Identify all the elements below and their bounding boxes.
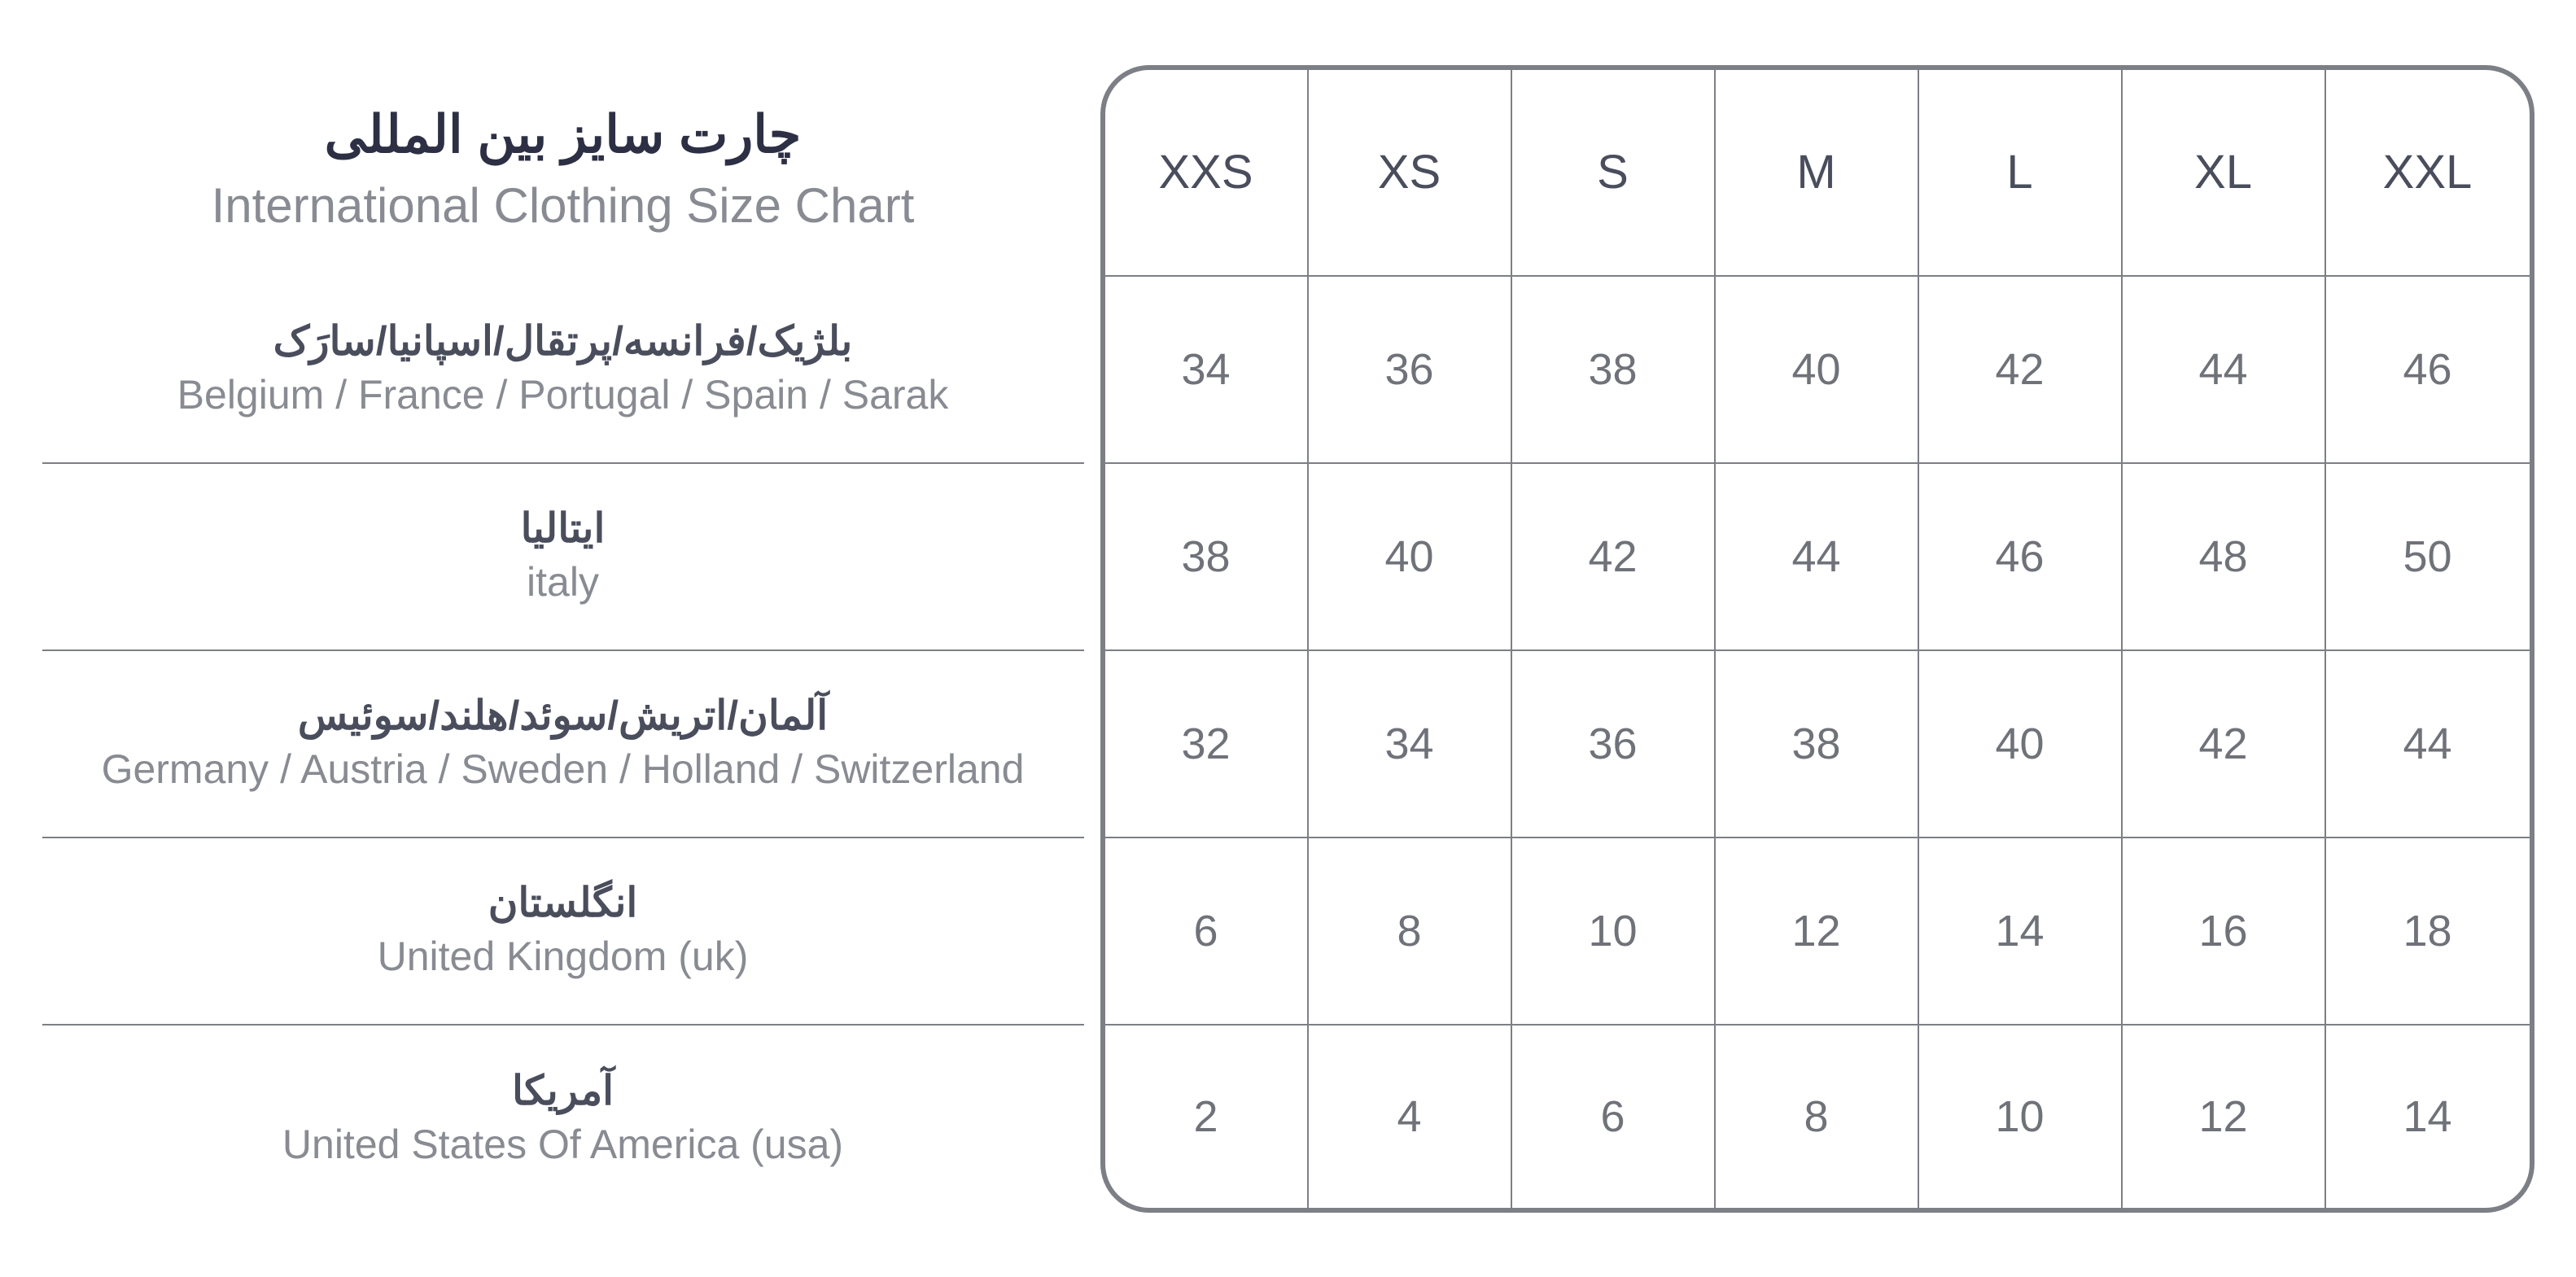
size-cell: 42: [2123, 651, 2326, 837]
size-chart: چارت سایز بین المللی International Clothi…: [42, 65, 2534, 1213]
row-label-fa: بلژیک/فرانسه/پرتقال/اسپانیا/سارَک: [273, 317, 853, 365]
size-cell: 8: [1309, 838, 1512, 1024]
size-header-cell: XXS: [1105, 70, 1309, 275]
size-cell: 38: [1716, 651, 1919, 837]
row-label-en: italy: [527, 556, 599, 609]
size-header-cell: S: [1512, 70, 1716, 275]
size-cell: 50: [2326, 464, 2530, 649]
size-cell: 14: [2326, 1026, 2530, 1208]
size-cell: 42: [1512, 464, 1716, 649]
size-header-cell: XS: [1309, 70, 1512, 275]
grid-body-row: 2468101214: [1105, 1026, 2530, 1208]
size-cell: 4: [1309, 1026, 1512, 1208]
grid-body-row: 34363840424446: [1105, 277, 2530, 464]
row-label-fa: ایتالیا: [521, 504, 606, 553]
size-cell: 8: [1716, 1026, 1919, 1208]
label-row: ایتالیاitaly: [42, 464, 1084, 651]
size-header-cell: L: [1919, 70, 2123, 275]
label-row: آمریکاUnited States Of America (usa): [42, 1026, 1084, 1213]
label-row: بلژیک/فرانسه/پرتقال/اسپانیا/سارَکBelgium…: [42, 277, 1084, 464]
size-cell: 34: [1105, 277, 1309, 462]
row-label-en: United States Of America (usa): [282, 1118, 843, 1171]
label-row: آلمان/اتریش/سوئد/هلند/سوئیسGermany / Aus…: [42, 651, 1084, 838]
size-cell: 40: [1309, 464, 1512, 649]
size-cell: 36: [1309, 277, 1512, 462]
size-cell: 46: [1919, 464, 2123, 649]
size-cell: 40: [1919, 651, 2123, 837]
row-label-fa: آمریکا: [512, 1066, 614, 1115]
size-cell: 10: [1919, 1026, 2123, 1208]
grid-body-row: 681012141618: [1105, 838, 2530, 1026]
title-en: International Clothing Size Chart: [212, 174, 915, 238]
grid-body-row: 38404244464850: [1105, 464, 2530, 651]
row-label-fa: آلمان/اتریش/سوئد/هلند/سوئیس: [298, 691, 828, 740]
size-cell: 32: [1105, 651, 1309, 837]
title-fa: چارت سایز بین المللی: [325, 103, 802, 166]
size-cell: 38: [1105, 464, 1309, 649]
size-cell: 44: [2123, 277, 2326, 462]
row-label-en: Belgium / France / Portugal / Spain / Sa…: [177, 369, 949, 422]
size-cell: 40: [1716, 277, 1919, 462]
size-cell: 42: [1919, 277, 2123, 462]
labels-column: چارت سایز بین المللی International Clothi…: [42, 65, 1084, 1213]
size-cell: 48: [2123, 464, 2326, 649]
title-block: چارت سایز بین المللی International Clothi…: [42, 65, 1084, 277]
size-cell: 6: [1512, 1026, 1716, 1208]
size-header-cell: M: [1716, 70, 1919, 275]
size-cell: 38: [1512, 277, 1716, 462]
size-cell: 46: [2326, 277, 2530, 462]
size-cell: 18: [2326, 838, 2530, 1024]
grid-body-row: 32343638404244: [1105, 651, 2530, 838]
size-cell: 10: [1512, 838, 1716, 1024]
label-row: انگلستانUnited Kingdom (uk): [42, 838, 1084, 1026]
row-label-en: Germany / Austria / Sweden / Holland / S…: [102, 743, 1025, 796]
size-cell: 44: [2326, 651, 2530, 837]
size-cell: 36: [1512, 651, 1716, 837]
size-header-cell: XL: [2123, 70, 2326, 275]
size-cell: 2: [1105, 1026, 1309, 1208]
size-grid: XXSXSSMLXLXXL343638404244463840424446485…: [1100, 65, 2534, 1213]
row-label-fa: انگلستان: [488, 878, 638, 927]
row-label-en: United Kingdom (uk): [378, 930, 749, 983]
size-header-cell: XXL: [2326, 70, 2530, 275]
size-cell: 12: [1716, 838, 1919, 1024]
grid-header-row: XXSXSSMLXLXXL: [1105, 70, 2530, 277]
size-cell: 16: [2123, 838, 2326, 1024]
size-cell: 6: [1105, 838, 1309, 1024]
size-cell: 44: [1716, 464, 1919, 649]
size-cell: 12: [2123, 1026, 2326, 1208]
size-cell: 34: [1309, 651, 1512, 837]
size-cell: 14: [1919, 838, 2123, 1024]
